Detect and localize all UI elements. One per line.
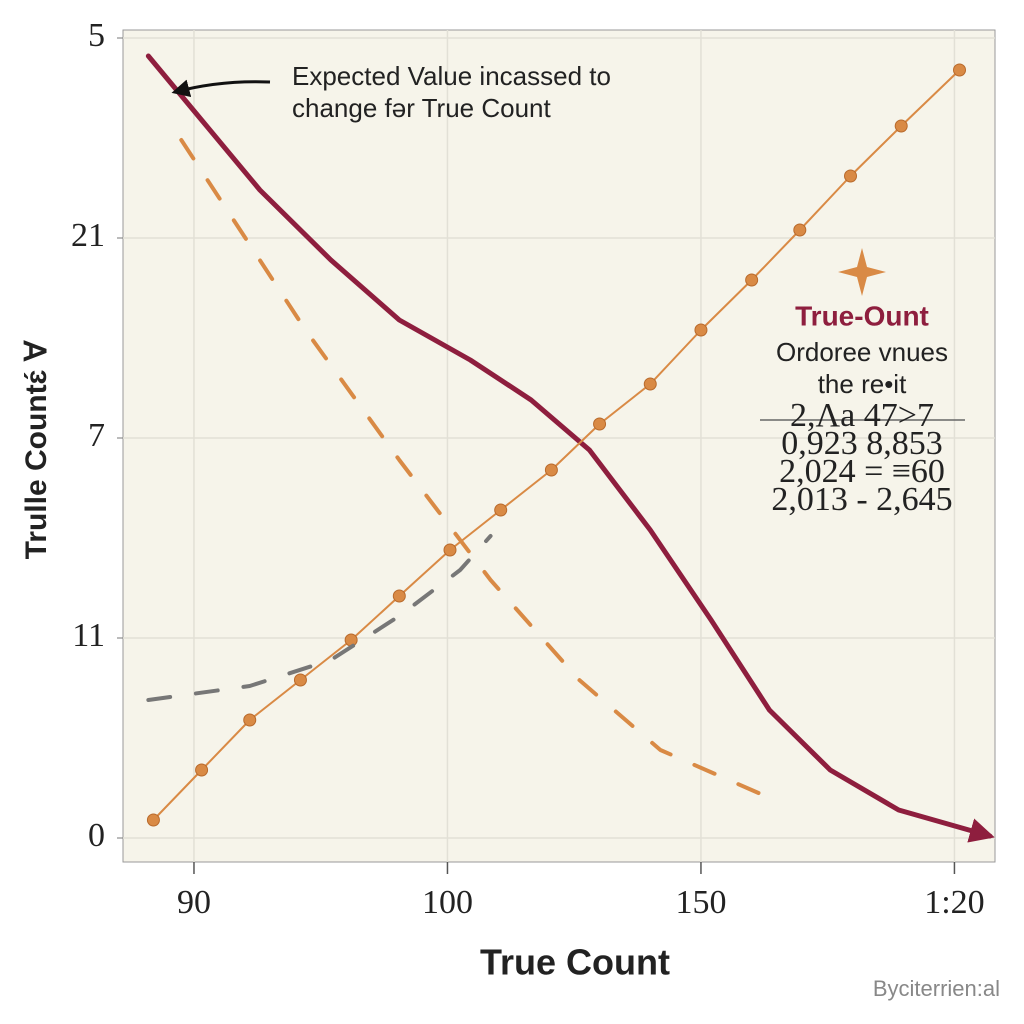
plot-area: [122, 29, 996, 863]
point: [694, 323, 708, 337]
point: [344, 633, 358, 647]
point: [146, 813, 160, 827]
callout-title: True-Ount: [795, 300, 929, 331]
callout-row: 2,013 - 2,645: [771, 481, 952, 518]
series-line: [146, 534, 493, 702]
point: [443, 543, 457, 557]
x-axis-title: True Count: [480, 942, 670, 983]
y-tick-label: 0: [88, 817, 105, 854]
callout-row: 2,Λa 47>7: [790, 397, 934, 434]
y-tick-label: 7: [88, 417, 105, 454]
series-line: [179, 138, 777, 802]
callout-text: the re•it: [818, 369, 907, 399]
credit: Byciterrien:al: [873, 976, 1000, 1001]
point: [392, 589, 406, 603]
point: [953, 63, 967, 77]
annotation-arrow: [171, 79, 271, 97]
annotation: Expected Value incassed to: [292, 61, 611, 91]
x-tick-label: 100: [422, 884, 473, 921]
callout-row: 0,923 8,853: [781, 425, 943, 462]
callout-text: Ordoree vnues: [776, 337, 948, 367]
point: [195, 763, 209, 777]
point: [745, 273, 759, 287]
y-tick-label: 11: [72, 617, 105, 654]
point: [894, 119, 908, 133]
x-tick-label: 150: [675, 884, 726, 921]
callout-row: 2,024 = ≡60: [779, 453, 945, 490]
y-tick-label: 21: [71, 217, 105, 254]
y-axis-title: Trulle Countɛ́ Ɐ: [20, 339, 53, 559]
point: [293, 673, 307, 687]
point: [593, 417, 607, 431]
point: [844, 169, 858, 183]
point: [494, 503, 508, 517]
series-line: [145, 53, 995, 843]
y-tick-label: 5: [88, 17, 105, 54]
point: [643, 377, 657, 391]
star: [838, 248, 886, 296]
x-tick-label: 90: [177, 884, 211, 921]
annotation: change fər True Count: [292, 93, 551, 123]
point: [544, 463, 558, 477]
point: [793, 223, 807, 237]
x-tick-label: 1:20: [924, 884, 984, 921]
point: [243, 713, 257, 727]
